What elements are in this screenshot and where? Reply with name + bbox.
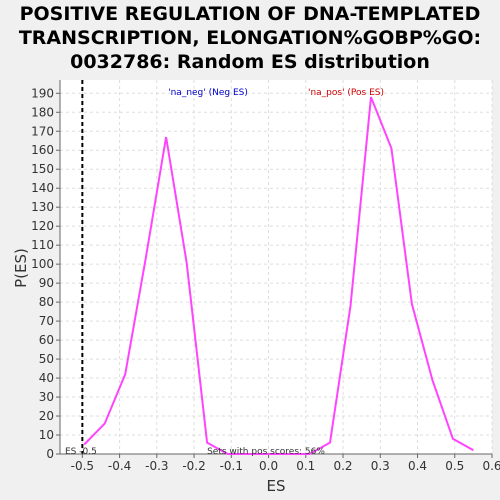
- sets-pos-scores-label: Sets with pos scores: 56%: [207, 447, 325, 457]
- y-tick-label: 30: [39, 390, 54, 404]
- y-tick-label: 160: [31, 143, 54, 157]
- pos-es-label: 'na_pos' (Pos ES): [308, 88, 384, 98]
- chart-title-line-3: 0032786: Random ES distribution: [70, 51, 430, 73]
- y-tick-label: 0: [46, 447, 54, 461]
- y-tick-label: 110: [31, 238, 54, 252]
- es-distribution-line: [83, 96, 474, 455]
- y-tick-label: 10: [39, 428, 54, 442]
- y-tick-label: 40: [39, 371, 54, 385]
- x-tick-label: 0.4: [408, 459, 427, 473]
- y-tick-label: 120: [31, 219, 54, 233]
- y-tick-label: 170: [31, 124, 54, 138]
- y-tick-label: 20: [39, 409, 54, 423]
- y-tick-label: 130: [31, 200, 54, 214]
- y-tick-label: 180: [31, 105, 54, 119]
- y-tick-label: 90: [39, 276, 54, 290]
- es-marker-label: ES -0.5: [65, 447, 97, 457]
- y-tick-label: 70: [39, 314, 54, 328]
- x-tick-label: 0.6: [482, 459, 500, 473]
- plot-area: [60, 80, 492, 454]
- x-tick-label: -0.1: [220, 459, 243, 473]
- y-tick-label: 190: [31, 86, 54, 100]
- y-tick-label: 140: [31, 181, 54, 195]
- x-tick-label: 0.3: [371, 459, 390, 473]
- y-tick-label: 150: [31, 162, 54, 176]
- x-tick-label: -0.2: [182, 459, 205, 473]
- chart-title-line-1: POSITIVE REGULATION OF DNA-TEMPLATED: [19, 3, 481, 25]
- y-tick-label: 100: [31, 257, 54, 271]
- x-tick-label: 0.1: [296, 459, 315, 473]
- x-tick-label: -0.4: [108, 459, 131, 473]
- chart-title: POSITIVE REGULATION OF DNA-TEMPLATED TRA…: [0, 2, 500, 74]
- x-tick-label: -0.5: [71, 459, 94, 473]
- y-axis-title: P(ES): [12, 248, 30, 288]
- x-tick-label: -0.3: [145, 459, 168, 473]
- x-axis-title: ES: [267, 477, 286, 495]
- x-tick-label: 0.5: [445, 459, 464, 473]
- neg-es-label: 'na_neg' (Neg ES): [168, 88, 248, 98]
- x-tick-label: 0.0: [259, 459, 278, 473]
- y-tick-label: 80: [39, 295, 54, 309]
- axis-ticks: -0.5 -0.4 -0.3 -0.2 -0.1 0.0 0.1 0.2 0.3 0.4 0.5 0.…: [31, 86, 500, 473]
- chart-title-line-2: TRANSCRIPTION, ELONGATION%GOBP%GO:: [18, 27, 482, 49]
- x-tick-label: 0.2: [333, 459, 352, 473]
- y-tick-label: 50: [39, 352, 54, 366]
- y-tick-label: 60: [39, 333, 54, 347]
